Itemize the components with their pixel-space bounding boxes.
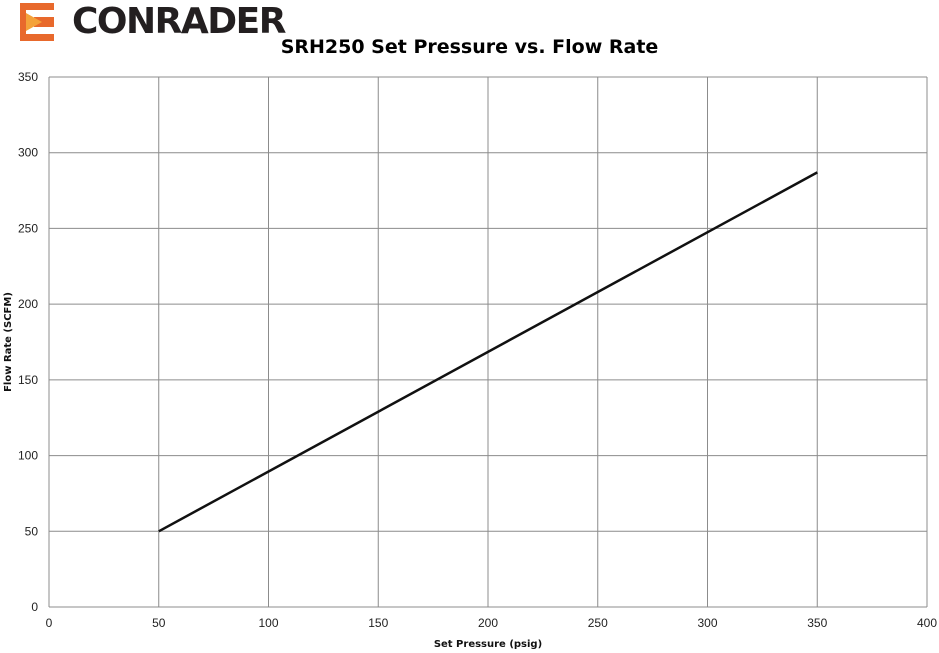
y-tick-label: 200 (18, 297, 38, 311)
brand-logo: CONRADER (20, 2, 286, 42)
y-tick-labels: 0 50 100 150 200 250 300 350 (18, 70, 38, 614)
x-tick-label: 300 (697, 616, 717, 630)
x-tick-label: 350 (807, 616, 827, 630)
y-tick-label: 300 (18, 146, 38, 160)
x-axis-label: Set Pressure (psig) (434, 639, 542, 650)
y-tick-label: 50 (25, 524, 39, 538)
x-tick-label: 400 (917, 616, 937, 630)
chart-title: SRH250 Set Pressure vs. Flow Rate (280, 36, 659, 58)
x-tick-label: 150 (368, 616, 388, 630)
y-axis-label: Flow Rate (SCFM) (3, 292, 14, 392)
x-tick-label: 100 (258, 616, 278, 630)
x-tick-label: 0 (46, 616, 53, 630)
logo-mark-icon (20, 3, 54, 41)
x-tick-label: 250 (588, 616, 608, 630)
y-tick-label: 250 (18, 221, 38, 235)
y-tick-label: 350 (18, 70, 38, 84)
x-tick-label: 200 (478, 616, 498, 630)
brand-name: CONRADER (72, 1, 286, 42)
series-lines (158, 171, 818, 533)
y-tick-label: 100 (18, 449, 38, 463)
x-tick-label: 50 (152, 616, 166, 630)
grid-lines (48, 76, 928, 608)
x-tick-labels: 0 50 100 150 200 250 300 350 400 (46, 616, 938, 630)
series-line (158, 171, 818, 533)
y-tick-label: 0 (31, 600, 38, 614)
y-tick-label: 150 (18, 373, 38, 387)
